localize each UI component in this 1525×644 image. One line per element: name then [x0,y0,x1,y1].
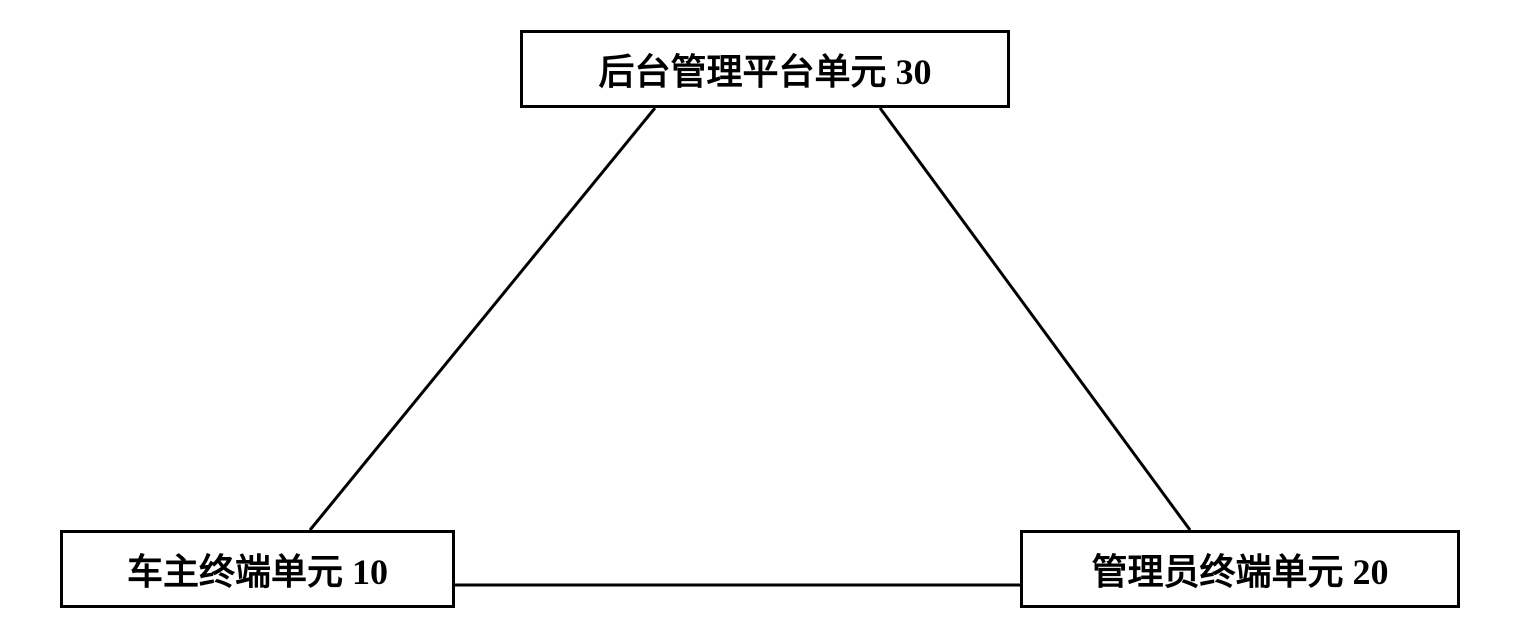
edge-top-to-bottom-left [310,108,655,530]
edge-top-to-bottom-right [880,108,1190,530]
diagram-container: 后台管理平台单元 30 车主终端单元 10 管理员终端单元 20 [0,0,1525,644]
node-backend-platform: 后台管理平台单元 30 [520,30,1010,108]
node-label: 车主终端单元 10 [127,543,388,595]
node-label: 后台管理平台单元 30 [598,43,931,95]
node-label: 管理员终端单元 20 [1091,543,1388,595]
node-admin-terminal: 管理员终端单元 20 [1020,530,1460,608]
node-owner-terminal: 车主终端单元 10 [60,530,455,608]
